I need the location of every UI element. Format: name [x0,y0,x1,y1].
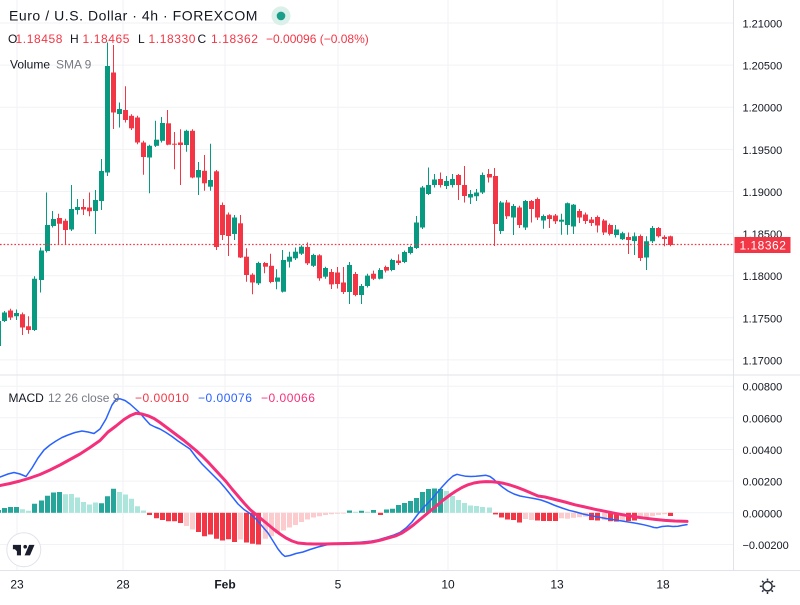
svg-text:28: 28 [116,578,130,592]
svg-text:1.19000: 1.19000 [743,187,783,199]
svg-text:1.18465: 1.18465 [83,32,131,46]
svg-text:1.20000: 1.20000 [743,103,783,115]
svg-text:−0.00200: −0.00200 [743,540,789,552]
svg-text:SMA 9: SMA 9 [56,58,92,72]
svg-text:1.18000: 1.18000 [743,271,783,283]
svg-text:13: 13 [550,578,564,592]
svg-text:1.18362: 1.18362 [740,239,787,253]
svg-text:5: 5 [335,578,342,592]
svg-text:1.19500: 1.19500 [743,145,783,157]
svg-text:Volume: Volume [10,58,50,72]
svg-text:1.17500: 1.17500 [743,313,783,325]
svg-text:0.00400: 0.00400 [743,445,783,457]
svg-text:1.21000: 1.21000 [743,19,783,31]
svg-text:18: 18 [656,578,670,592]
svg-text:1.18330: 1.18330 [149,32,197,46]
svg-text:23: 23 [10,578,24,592]
svg-text:0.00600: 0.00600 [743,413,783,425]
svg-text:1.18458: 1.18458 [16,32,64,46]
svg-text:0.00800: 0.00800 [743,382,783,394]
svg-text:Feb: Feb [214,578,235,592]
svg-text:0.00200: 0.00200 [743,477,783,489]
svg-text:12 26 close 9: 12 26 close 9 [48,391,120,405]
svg-text:−0.00076: −0.00076 [198,391,252,405]
svg-text:Euro / U.S. Dollar · 4h · FORE: Euro / U.S. Dollar · 4h · FOREXCOM [9,8,258,24]
svg-text:0.00000: 0.00000 [743,508,783,520]
svg-text:C: C [198,32,207,46]
svg-text:O: O [8,32,17,46]
svg-text:−0.00010: −0.00010 [135,391,189,405]
svg-text:MACD: MACD [9,391,45,405]
svg-text:10: 10 [441,578,455,592]
svg-text:−0.00066: −0.00066 [261,391,315,405]
svg-text:1.18362: 1.18362 [211,32,259,46]
svg-text:−0.00096 (−0.08%): −0.00096 (−0.08%) [266,32,369,46]
svg-text:1.20500: 1.20500 [743,61,783,73]
svg-text:L: L [138,32,145,46]
svg-text:H: H [70,32,79,46]
svg-text:1.17000: 1.17000 [743,355,783,367]
